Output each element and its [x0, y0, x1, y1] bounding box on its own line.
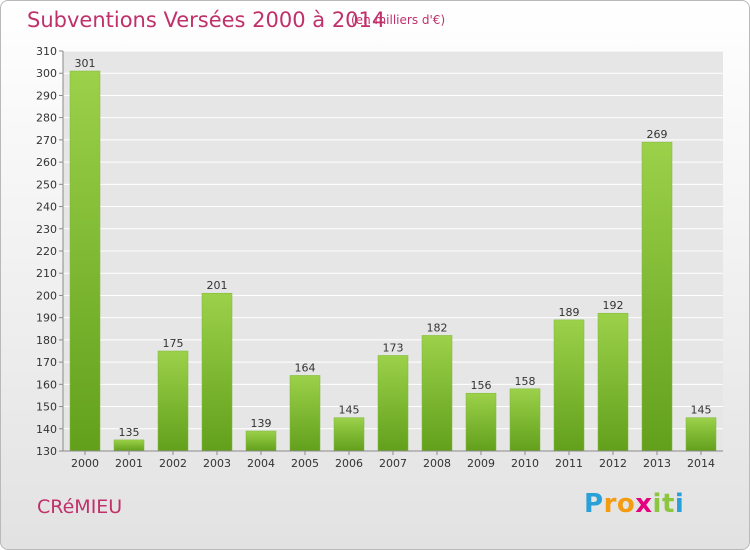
x-tick-label: 2014: [687, 457, 715, 470]
x-tick-label: 2013: [643, 457, 671, 470]
x-axis-ticks: 2000 2001 2002 2003 2004 2005 2006 2007 2008 2009…: [71, 451, 715, 470]
y-tick-label: 290: [36, 89, 57, 102]
y-tick-label: 180: [36, 334, 57, 347]
y-tick-label: 310: [36, 45, 57, 58]
x-tick-label: 2004: [247, 457, 275, 470]
y-tick-label: 210: [36, 267, 57, 280]
y-tick-label: 170: [36, 356, 57, 369]
bar-value-label: 139: [251, 417, 272, 430]
x-tick-label: 2008: [423, 457, 451, 470]
bar-chart: 130 140 150 160 170 180 190 200 210 220 230 240 250 2…: [36, 45, 723, 470]
bar: [289, 375, 321, 452]
y-tick-label: 230: [36, 223, 57, 236]
y-tick-label: 140: [36, 423, 57, 436]
bar: [69, 70, 101, 452]
bar-value-label: 164: [295, 361, 316, 374]
bar-value-label: 158: [515, 375, 536, 388]
logo-letter: i: [652, 489, 662, 519]
x-tick-label: 2003: [203, 457, 231, 470]
logo-letter: i: [674, 489, 685, 519]
y-tick-label: 150: [36, 401, 57, 414]
y-axis-ticks: 130 140 150 160 170 180 190 200 210 220 230 240 250 2…: [36, 45, 63, 458]
bar-value-label: 201: [207, 279, 228, 292]
x-tick-label: 2002: [159, 457, 187, 470]
bar-value-label: 145: [691, 404, 712, 417]
y-tick-label: 280: [36, 112, 57, 125]
bar: [157, 350, 189, 452]
y-tick-label: 220: [36, 245, 57, 258]
bar: [245, 430, 277, 452]
bar: [685, 417, 717, 452]
y-tick-label: 300: [36, 67, 57, 80]
bar-value-label: 135: [119, 426, 140, 439]
logo-letter: t: [661, 489, 675, 519]
chart-subtitle: (en milliers d'€): [351, 13, 446, 27]
bar: [641, 141, 673, 452]
bar: [553, 319, 585, 452]
logo-letter: x: [635, 489, 653, 519]
bar: [113, 439, 145, 452]
bar-value-label: 173: [383, 341, 404, 354]
bar: [421, 335, 453, 452]
bar-value-label: 269: [647, 128, 668, 141]
logo-letter: P: [584, 489, 604, 519]
x-tick-label: 2009: [467, 457, 495, 470]
x-tick-label: 2000: [71, 457, 99, 470]
y-tick-label: 270: [36, 134, 57, 147]
bar-value-label: 156: [471, 379, 492, 392]
y-tick-label: 190: [36, 312, 57, 325]
x-tick-label: 2010: [511, 457, 539, 470]
bar-value-label: 192: [603, 299, 624, 312]
bar-value-label: 189: [559, 306, 580, 319]
bar-value-label: 182: [427, 321, 448, 334]
proxiti-logo: Proxiti: [584, 489, 684, 519]
bar-value-label: 145: [339, 404, 360, 417]
y-tick-label: 250: [36, 178, 57, 191]
x-tick-label: 2006: [335, 457, 363, 470]
x-tick-label: 2011: [555, 457, 583, 470]
y-tick-label: 240: [36, 201, 57, 214]
commune-name: CRéMIEU: [37, 496, 123, 518]
bar-value-label: 301: [75, 57, 96, 70]
chart-title: Subventions Versées 2000 à 2014: [27, 8, 386, 32]
bar: [377, 355, 409, 452]
bars: 301 135 175 201 139 164 145 173 182 156 158 189 192 2…: [69, 57, 717, 452]
y-tick-label: 260: [36, 156, 57, 169]
logo-letter: r: [603, 489, 617, 519]
logo-letter: o: [616, 489, 636, 519]
bar: [465, 392, 497, 452]
bar: [201, 292, 233, 452]
x-tick-label: 2005: [291, 457, 319, 470]
x-tick-label: 2012: [599, 457, 627, 470]
x-tick-label: 2007: [379, 457, 407, 470]
bar: [597, 312, 629, 452]
bar-value-label: 175: [163, 337, 184, 350]
x-tick-label: 2001: [115, 457, 143, 470]
bar: [333, 417, 365, 452]
y-tick-label: 200: [36, 289, 57, 302]
y-tick-label: 130: [36, 445, 57, 458]
y-tick-label: 160: [36, 378, 57, 391]
bar: [509, 388, 541, 452]
